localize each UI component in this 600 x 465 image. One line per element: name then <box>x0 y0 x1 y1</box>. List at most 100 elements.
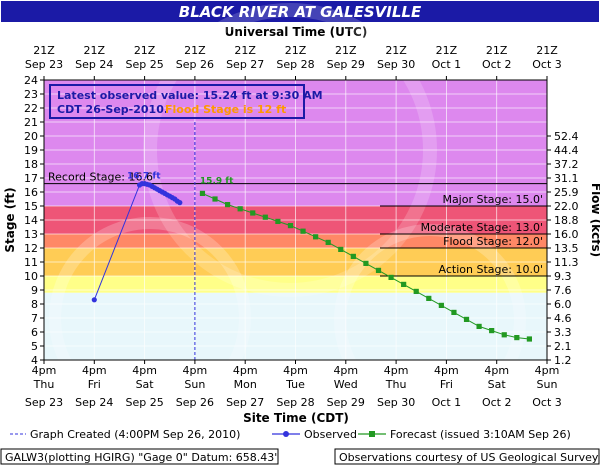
local-tick-day: Mon <box>234 378 257 391</box>
local-tick-day: Wed <box>334 378 358 391</box>
utc-tick-date: Oct 1 <box>432 58 462 71</box>
forecast-point <box>401 281 407 287</box>
forecast-point <box>338 246 344 252</box>
local-tick-time: 4pm <box>384 364 409 377</box>
flow-tick-label: 1.2 <box>554 354 572 367</box>
forecast-point <box>501 332 507 338</box>
forecast-point <box>300 228 306 234</box>
forecast-point <box>287 223 294 229</box>
stage-tick-label: 19 <box>24 144 38 157</box>
local-tick-date: Sep 23 <box>25 396 63 409</box>
local-tick-date: Oct 1 <box>432 396 462 409</box>
stage-label-major: Major Stage: 15.0' <box>442 193 543 206</box>
right-axis-title: Flow (kcfs) <box>589 183 600 257</box>
stage-tick-label: 23 <box>24 88 38 101</box>
flow-tick-label: 9.3 <box>554 270 572 283</box>
local-tick-date: Sep 26 <box>176 396 214 409</box>
stage-tick-label: 18 <box>24 158 38 171</box>
forecast-point <box>438 302 444 308</box>
local-tick-day: Fri <box>440 378 453 391</box>
local-tick-date: Sep 27 <box>226 396 264 409</box>
legend-observed: Observed <box>304 428 357 441</box>
forecast-point <box>426 295 432 301</box>
footer-credit: Observations courtesy of US Geological S… <box>339 451 599 464</box>
utc-tick-date: Sep 25 <box>125 58 163 71</box>
observed-point <box>177 200 183 206</box>
local-tick-time: 4pm <box>32 364 57 377</box>
stage-label-flood: Flood Stage: 12.0' <box>443 235 543 248</box>
plot-grid <box>44 79 547 361</box>
local-tick-day: Sun <box>184 378 205 391</box>
stage-label-action: Action Stage: 10.0' <box>439 263 543 276</box>
utc-tick-date: Sep 26 <box>176 58 214 71</box>
utc-tick-date: Sep 23 <box>25 58 63 71</box>
local-tick-day: Thu <box>385 378 407 391</box>
utc-tick-time: 21Z <box>33 44 55 57</box>
forecast-point <box>526 336 532 342</box>
forecast-point <box>463 316 470 322</box>
forecast-point <box>212 196 218 202</box>
stage-tick-label: 9 <box>31 284 38 297</box>
local-tick-day: Thu <box>33 378 55 391</box>
top-axis-title: Universal Time (UTC) <box>225 25 368 39</box>
forecast-point <box>514 335 520 341</box>
left-axis-title: Stage (ft) <box>3 187 17 252</box>
stage-tick-label: 10 <box>24 270 38 283</box>
flow-axis: 1.22.13.34.66.07.69.311.313.516.018.822.… <box>547 130 579 367</box>
flow-tick-label: 2.1 <box>554 340 572 353</box>
local-tick-day: Tue <box>285 378 305 391</box>
utc-tick-time: 21Z <box>486 44 508 57</box>
footer: GALW3(plotting HGIRG) "Gage 0" Datum: 65… <box>0 448 600 465</box>
legend: Graph Created (4:00PM Sep 26, 2010) Obse… <box>10 428 571 441</box>
forecast-point <box>313 234 319 240</box>
local-tick-day: Sat <box>136 378 155 391</box>
flow-tick-label: 13.5 <box>554 242 579 255</box>
legend-forecast: Forecast (issued 3:10AM Sep 26) <box>390 428 571 441</box>
local-tick-day: Sat <box>488 378 507 391</box>
stage-tick-label: 7 <box>31 312 38 325</box>
stage-tick-label: 8 <box>31 298 38 311</box>
flow-tick-label: 7.6 <box>554 284 572 297</box>
bottom-axis-title: Site Time (CDT) <box>243 411 349 425</box>
forecast-point <box>224 202 231 208</box>
local-tick-time: 4pm <box>535 364 560 377</box>
local-tick-date: Sep 30 <box>377 396 415 409</box>
flow-tick-label: 52.4 <box>554 130 579 143</box>
info-line-2: CDT 26-Sep-2010. <box>57 103 168 116</box>
forecast-point <box>375 267 382 273</box>
utc-tick-date: Sep 29 <box>327 58 365 71</box>
stage-tick-label: 22 <box>24 102 38 115</box>
forecast-point <box>388 274 394 280</box>
flow-tick-label: 31.1 <box>554 172 579 185</box>
stage-tick-label: 5 <box>31 340 38 353</box>
utc-tick-time: 21Z <box>134 44 156 57</box>
utc-tick-time: 21Z <box>285 44 307 57</box>
utc-tick-time: 21Z <box>234 44 256 57</box>
plot-series: 16.7 ft 15.9 ft <box>91 172 532 342</box>
local-tick-time: 4pm <box>82 364 107 377</box>
utc-tick-date: Sep 24 <box>75 58 113 71</box>
local-tick-time: 4pm <box>132 364 157 377</box>
flow-tick-label: 18.8 <box>554 214 579 227</box>
utc-tick-date: Sep 27 <box>226 58 264 71</box>
legend-graph-created: Graph Created (4:00PM Sep 26, 2010) <box>30 428 240 441</box>
title-bar <box>1 1 599 22</box>
flow-tick-label: 22.0 <box>554 200 579 213</box>
utc-tick-time: 21Z <box>84 44 106 57</box>
flow-tick-label: 25.9 <box>554 186 579 199</box>
forecast-peak-label: 15.9 ft <box>200 177 234 187</box>
local-tick-date: Sep 24 <box>75 396 113 409</box>
local-tick-date: Sep 29 <box>327 396 365 409</box>
stage-tick-label: 11 <box>24 256 38 269</box>
stage-tick-label: 12 <box>24 242 38 255</box>
local-tick-day: Sun <box>537 378 558 391</box>
observed-peak-label: 16.7 ft <box>127 172 161 182</box>
forecast-point <box>476 323 482 329</box>
forecast-point <box>325 239 331 245</box>
stage-tick-label: 17 <box>24 172 38 185</box>
flow-tick-label: 4.6 <box>554 312 572 325</box>
flow-tick-label: 6.0 <box>554 298 572 311</box>
flow-tick-label: 3.3 <box>554 326 572 339</box>
